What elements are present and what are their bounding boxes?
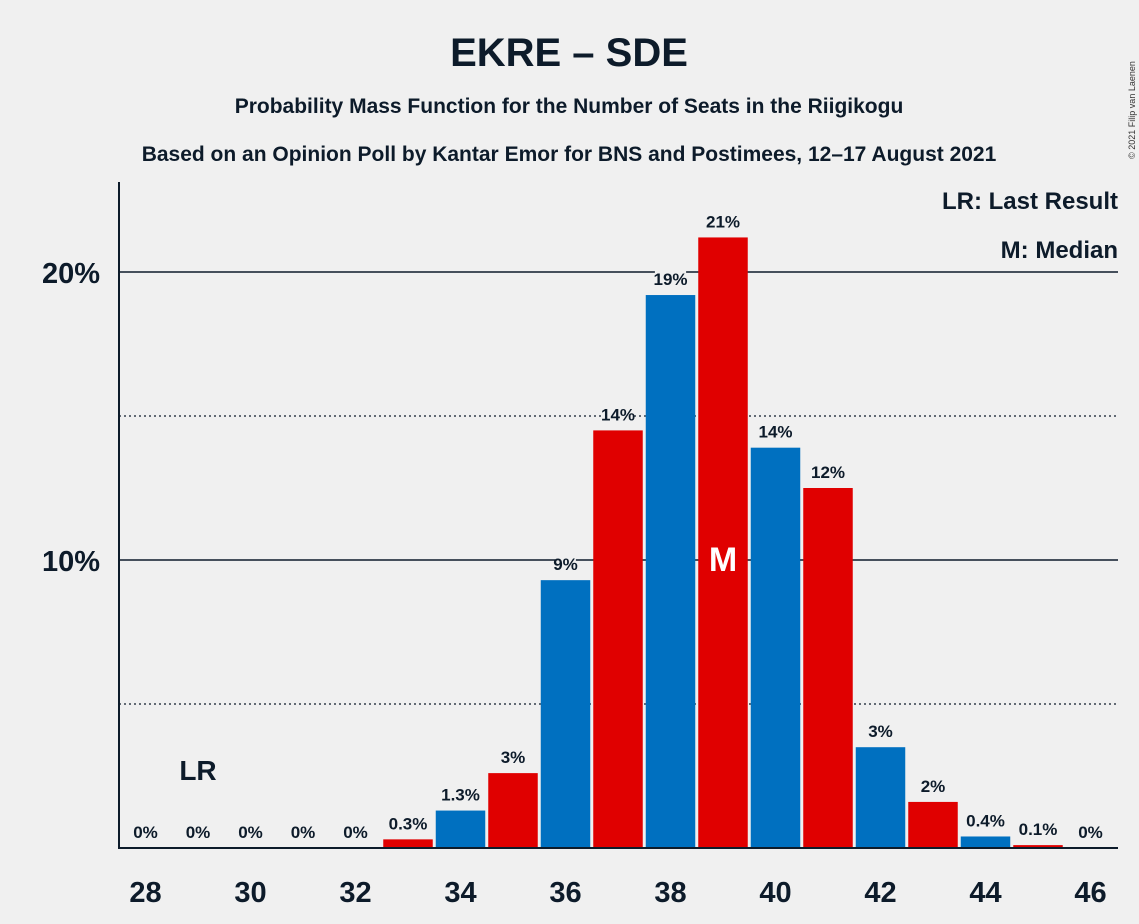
bar-seat-37 (593, 430, 643, 848)
data-label-seat-37: 14% (601, 405, 635, 424)
data-label-bg (555, 555, 576, 575)
bar-seat-35 (488, 773, 538, 848)
data-label-seat-39: 21% (706, 212, 740, 231)
data-label-bg (707, 212, 739, 232)
bars (383, 237, 1063, 848)
data-label-bg (1080, 823, 1101, 842)
data-label-bg (922, 776, 944, 796)
x-tick-label: 38 (654, 877, 686, 909)
data-label-seat-33: 0.3% (389, 814, 428, 833)
chart-subtitle-source: Based on an Opinion Poll by Kantar Emor … (142, 143, 997, 166)
x-tick-label: 36 (549, 877, 581, 909)
data-label-seat-44: 0.4% (966, 811, 1005, 830)
data-label-seat-36: 9% (553, 555, 578, 574)
data-label-seat-38: 19% (653, 270, 687, 289)
data-label-seat-32: 0% (343, 823, 368, 842)
y-tick-label: 10% (42, 546, 100, 578)
data-label-seat-42: 3% (868, 722, 893, 741)
bar-seat-45 (1013, 845, 1063, 848)
data-label-bg (439, 785, 482, 805)
data-label-seat-34: 1.3% (441, 786, 480, 805)
data-label-bg (292, 823, 314, 842)
axes (118, 182, 1118, 849)
bar-seat-33 (383, 839, 433, 848)
x-tick-label: 34 (444, 877, 476, 909)
data-label-bg (187, 823, 209, 842)
copyright-notice: © 2021 Filip van Laenen (1127, 61, 1137, 159)
bar-seat-38 (645, 295, 696, 848)
bar-seat-41 (803, 488, 853, 848)
data-label-seat-40: 14% (758, 423, 792, 442)
data-label-seat-41: 12% (811, 463, 845, 482)
chart-title: EKRE – SDE (450, 31, 688, 75)
x-tick-label: 28 (129, 877, 161, 909)
bar-seat-40 (750, 447, 801, 848)
data-label-bg (812, 463, 844, 482)
data-label-bg (654, 270, 687, 290)
data-labels: 0% 0% 0% 0% 0% 0.3% 1.3% 3% 9% 14% 19% 21% 14% 12% 3% 2… (133, 212, 1103, 842)
data-label-bg (759, 422, 792, 442)
data-label-bg (240, 823, 261, 842)
legend-median: M: Median (1001, 237, 1118, 264)
data-label-seat-28: 0% (133, 823, 158, 842)
data-label-seat-31: 0% (291, 823, 316, 842)
x-tick-label: 46 (1074, 877, 1106, 909)
data-label-seat-30: 0% (238, 823, 263, 842)
x-tick-label: 42 (864, 877, 896, 909)
data-label-bg (1017, 820, 1059, 840)
data-label-bg (870, 722, 891, 742)
x-tick-label: 32 (339, 877, 371, 909)
data-label-bg (135, 823, 156, 842)
bar-seat-34 (435, 810, 486, 848)
bar-seat-39 (698, 237, 748, 848)
data-label-seat-29: 0% (186, 823, 211, 842)
data-label-seat-46: 0% (1078, 823, 1103, 842)
data-label-bg (964, 811, 1007, 831)
data-label-seat-45: 0.1% (1019, 820, 1058, 839)
y-tick-label: 20% (42, 258, 100, 290)
x-tick-label: 40 (759, 877, 791, 909)
x-tick-label: 30 (234, 877, 266, 909)
median-marker: M (709, 541, 737, 579)
x-tick-label: 44 (969, 877, 1001, 909)
bar-seat-36 (540, 580, 591, 848)
bar-seat-42 (855, 747, 906, 848)
data-label-seat-43: 2% (921, 777, 946, 796)
data-label-bg (602, 405, 634, 425)
last-result-marker: LR (179, 755, 216, 786)
bar-seat-44 (960, 836, 1011, 848)
data-label-bg (345, 823, 366, 842)
data-label-bg (502, 748, 524, 768)
data-label-seat-35: 3% (501, 748, 526, 767)
x-tick-labels: 28 30 32 34 36 38 40 42 44 46 (129, 877, 1106, 909)
legend-last-result: LR: Last Result (942, 188, 1118, 215)
bar-seat-43 (908, 801, 958, 848)
y-tick-labels: 10% 20% (42, 258, 100, 578)
chart-subtitle: Probability Mass Function for the Number… (235, 95, 904, 118)
data-label-bg (387, 814, 429, 834)
